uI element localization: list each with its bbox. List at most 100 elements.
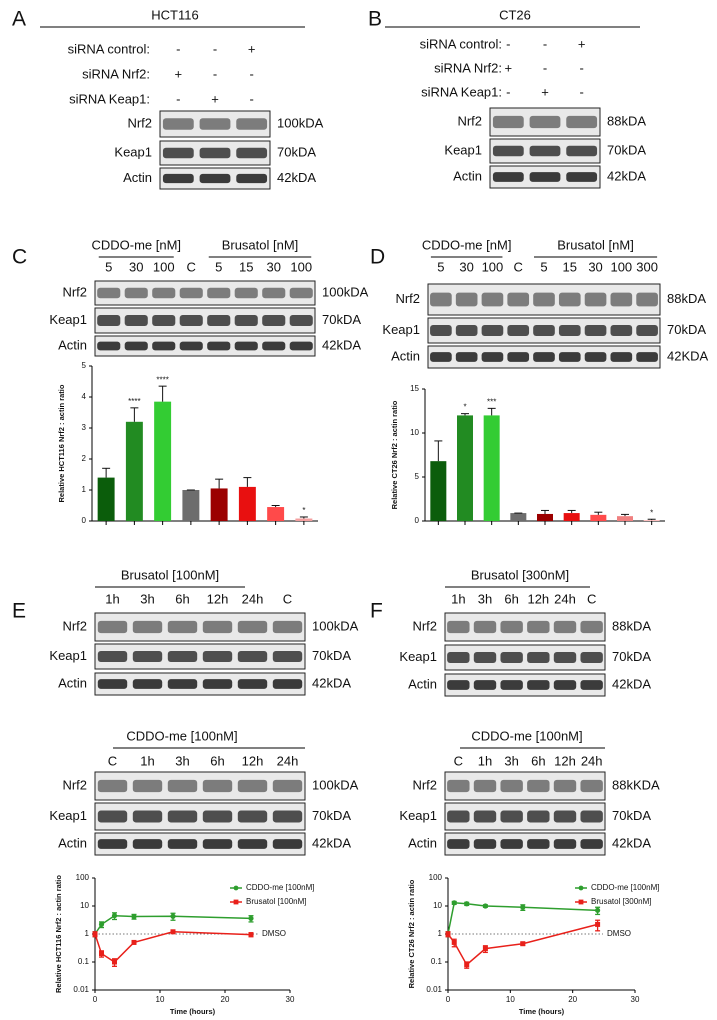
point — [131, 913, 137, 920]
lane-label: 24h — [581, 753, 603, 768]
size-label: 42kDA — [612, 676, 651, 691]
blot-band — [529, 115, 561, 129]
size-label: 70kDA — [312, 808, 351, 823]
y-axis-label: Relative HCT116 Nrf2 : actin ratio — [54, 875, 63, 993]
blot-title: CDDO-me [100nM] — [126, 728, 237, 743]
condition-mark: + — [578, 36, 586, 51]
blot-band — [167, 810, 198, 823]
y-tick-label: 0.01 — [73, 985, 89, 994]
y-tick-label: 1 — [438, 929, 443, 938]
blot-band — [152, 315, 176, 326]
blot-band — [97, 839, 128, 849]
blot-frame — [94, 612, 306, 642]
blot-band — [500, 779, 523, 793]
blot-band — [558, 325, 581, 336]
size-label: 42kDA — [612, 835, 651, 850]
lane-label: C — [454, 753, 463, 768]
condition-mark: + — [248, 41, 256, 56]
error-bar — [461, 413, 469, 416]
blot-band — [272, 679, 303, 689]
group-label: CDDO-me [nM] — [422, 237, 512, 252]
size-label: 42kDA — [607, 168, 646, 183]
error-bar — [158, 385, 167, 402]
blot-title: Brusatol [300nM] — [471, 567, 569, 582]
blot-band — [132, 679, 163, 689]
condition-mark: - — [543, 36, 547, 51]
y-axis-label: Relative HCT116 Nrf2 : actin ratio — [57, 384, 66, 502]
x-tick-label: 10 — [156, 995, 165, 1004]
blot-band — [179, 341, 203, 351]
protein-label: Actin — [58, 675, 87, 690]
blot-band — [97, 620, 128, 634]
group-label: Brusatol [nM] — [557, 237, 634, 252]
blot-band — [553, 652, 577, 663]
condition-mark: + — [175, 66, 183, 81]
blot-band — [97, 651, 128, 662]
x-tick-label: 10 — [506, 995, 515, 1004]
blot-band — [527, 620, 550, 634]
blot-frame — [94, 771, 306, 801]
size-label: 70kDA — [607, 142, 646, 157]
lane-label: 100 — [482, 259, 504, 274]
error-bar — [647, 518, 656, 521]
blot-frame — [94, 335, 316, 357]
blot-band — [553, 810, 577, 823]
condition-mark: - — [506, 84, 510, 99]
condition-mark: - — [249, 91, 253, 106]
error-bar — [621, 513, 629, 517]
series-line — [447, 902, 598, 935]
protein-label: Actin — [453, 168, 482, 183]
blot-frame — [444, 673, 606, 697]
blot-band — [553, 779, 577, 793]
blot-frame — [94, 832, 306, 856]
legend-label: CDDO-me [100nM] — [591, 883, 659, 892]
blot-band — [167, 651, 198, 662]
group-label: CDDO-me [nM] — [91, 237, 181, 252]
blot-band — [167, 620, 198, 634]
protein-label: Nrf2 — [62, 618, 87, 633]
reference-label: DMSO — [262, 929, 286, 938]
blot-band — [289, 315, 313, 326]
bar — [210, 488, 228, 521]
lane-label: 24h — [554, 591, 576, 606]
x-tick-label: 20 — [221, 995, 230, 1004]
protein-label: Keap1 — [49, 648, 87, 663]
point — [170, 913, 176, 919]
blot-band — [207, 315, 231, 326]
protein-label: Nrf2 — [412, 618, 437, 633]
blot-band — [610, 352, 633, 362]
blot-band — [289, 341, 313, 351]
point — [92, 931, 98, 937]
y-tick-label: 10 — [433, 901, 442, 910]
size-label: 42KDA — [667, 348, 709, 363]
lane-label: 1h — [140, 753, 154, 768]
blot-band — [132, 620, 163, 634]
condition-mark: - — [543, 60, 547, 75]
condition-mark: - — [176, 91, 180, 106]
blot-band — [272, 810, 303, 823]
lane-label: 3h — [504, 753, 518, 768]
protein-label: Actin — [408, 676, 437, 691]
blot-band — [132, 779, 163, 793]
protein-label: Actin — [58, 835, 87, 850]
legend-marker — [578, 885, 584, 891]
blot-band — [132, 810, 163, 823]
size-label: 42kDA — [277, 170, 316, 185]
blot-band — [584, 325, 607, 336]
panel-letter: C — [12, 246, 27, 269]
point — [520, 904, 526, 910]
blot-band — [97, 779, 128, 793]
y-tick-label: 100 — [76, 873, 90, 882]
blot-band — [580, 620, 603, 634]
y-tick-label: 10 — [80, 901, 89, 910]
bar — [510, 513, 527, 521]
legend-marker — [233, 885, 239, 891]
blot-band — [533, 325, 555, 336]
x-tick-label: 30 — [631, 995, 640, 1004]
condition-mark: - — [506, 36, 510, 51]
blot-frame — [444, 644, 606, 671]
lane-label: 100 — [610, 259, 632, 274]
lane-label: 1h — [478, 753, 492, 768]
blot-band — [430, 292, 452, 307]
blot-band — [272, 651, 303, 662]
